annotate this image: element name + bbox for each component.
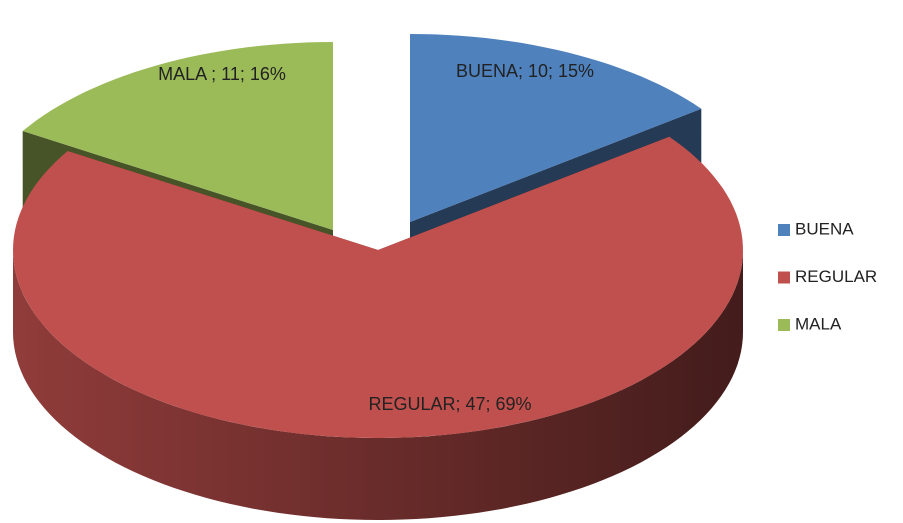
slice (22, 42, 333, 230)
legend-label: BUENA (795, 219, 854, 238)
slice-side (13, 250, 743, 520)
data-label: REGULAR; 47; 69% (368, 394, 531, 414)
legend-label: MALA (795, 314, 842, 333)
slice (410, 34, 702, 222)
legend-label: REGULAR (795, 267, 877, 286)
data-label: BUENA; 10; 15% (456, 61, 594, 81)
data-label: MALA ; 11; 16% (158, 64, 286, 84)
legend-swatch (778, 224, 790, 236)
legend-swatch (778, 319, 790, 331)
slice (13, 136, 743, 438)
legend-swatch (778, 271, 790, 284)
